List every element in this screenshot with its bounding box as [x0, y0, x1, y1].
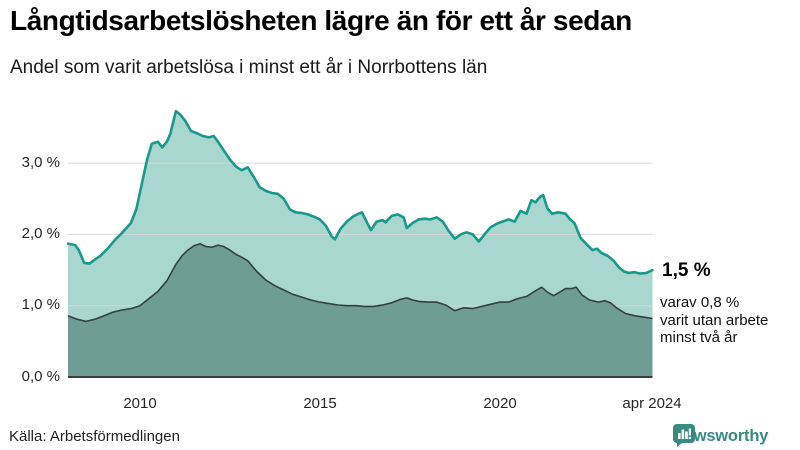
end-value-note: varav 0,8 % varit utan arbete minst två …: [660, 294, 768, 347]
end-note-line-2: varit utan arbete: [660, 311, 769, 329]
y-axis-tick-0: 0,0 %: [21, 368, 60, 385]
y-axis-tick-2: 2,0 %: [21, 225, 60, 242]
page-subtitle: Andel som varit arbetslösa i minst ett å…: [10, 57, 488, 78]
newsworthy-wordmark: Newsworthy: [673, 426, 769, 445]
x-axis-tick-2010: 2010: [123, 395, 157, 412]
x-axis-tick-apr2024: apr 2024: [622, 395, 682, 412]
x-axis-tick-2020: 2020: [483, 395, 517, 412]
x-axis-tick-2015: 2015: [303, 395, 337, 412]
source-caption: Källa: Arbetsförmedlingen: [9, 428, 180, 445]
page-title: Långtidsarbetslösheten lägre än för ett …: [10, 5, 632, 36]
newsworthy-logo: Newsworthy: [673, 424, 768, 448]
y-axis-tick-1: 1,0 %: [21, 296, 60, 313]
y-axis-tick-3: 3,0 %: [21, 154, 60, 171]
end-note-line-1: varav 0,8 %: [660, 294, 740, 311]
end-value-label: 1,5 %: [662, 260, 711, 281]
end-note-line-3: minst två år: [660, 329, 738, 346]
